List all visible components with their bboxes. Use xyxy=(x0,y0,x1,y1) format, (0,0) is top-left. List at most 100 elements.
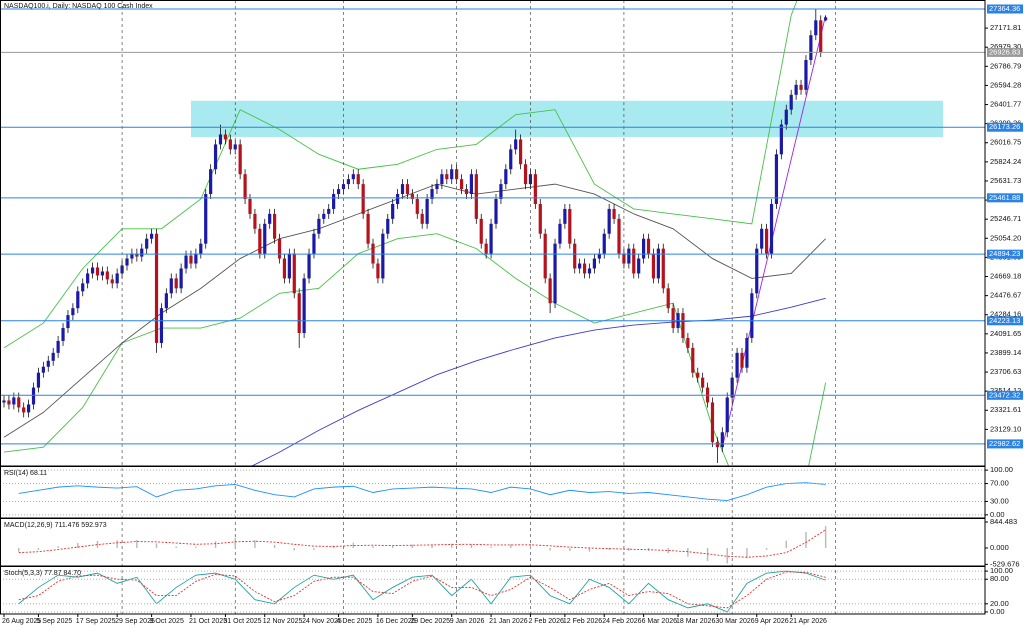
indicator-line xyxy=(18,482,826,502)
y-tick-label: 26401.77 xyxy=(990,100,1021,109)
candle-body xyxy=(578,263,582,269)
level-label: 27364.36 xyxy=(989,4,1020,13)
candle-body xyxy=(824,17,828,21)
candle-body xyxy=(760,228,764,249)
y-tick-label: 24476.67 xyxy=(990,291,1021,300)
candle-body xyxy=(573,243,577,269)
candle-body xyxy=(720,432,724,448)
candle-body xyxy=(302,278,306,333)
candle-body xyxy=(169,278,173,294)
x-tick-label: 18 Mar 2026 xyxy=(676,618,715,625)
candle-body xyxy=(789,94,793,110)
candle-body xyxy=(184,255,188,269)
candle-body xyxy=(602,233,606,254)
candle-body xyxy=(646,238,651,254)
candle-body xyxy=(489,223,493,254)
candle-body xyxy=(597,253,601,259)
level-label: 23472.32 xyxy=(989,390,1020,399)
candle-body xyxy=(238,144,242,175)
y-tick-label: 0.00 xyxy=(990,510,1005,519)
candle-body xyxy=(376,263,380,279)
candle-body xyxy=(504,169,508,185)
candle-body xyxy=(681,313,685,338)
candle-body xyxy=(637,258,641,274)
x-tick-label: 6 Mar 2026 xyxy=(642,618,678,625)
candle-body xyxy=(7,400,11,405)
candle-body xyxy=(528,174,533,185)
candle-body xyxy=(735,352,739,378)
candle-body xyxy=(159,308,164,343)
candle-body xyxy=(814,20,818,36)
candle-body xyxy=(435,184,439,190)
panel-title: MACD(12,26,9) 711.476 592.973 xyxy=(4,522,107,529)
candle-body xyxy=(27,404,31,413)
candle-body xyxy=(218,134,223,145)
candle-body xyxy=(100,271,104,276)
candle-body xyxy=(386,218,390,234)
candle-body xyxy=(523,164,528,185)
x-tick-label: 12 Feb 2026 xyxy=(563,618,602,625)
candle-body xyxy=(189,255,193,264)
candle-body xyxy=(617,218,621,254)
candle-body xyxy=(17,397,21,408)
indicator-line xyxy=(721,15,827,448)
candle-body xyxy=(150,233,154,239)
candle-body xyxy=(563,208,567,224)
candle-body xyxy=(543,233,547,279)
candle-body xyxy=(135,253,139,257)
candle-body xyxy=(627,248,631,264)
candle-body xyxy=(361,184,365,214)
candle-body xyxy=(174,278,178,289)
y-tick-label: 27171.81 xyxy=(990,23,1021,32)
candle-body xyxy=(332,194,336,209)
candle-body xyxy=(642,238,646,259)
candle-body xyxy=(656,248,660,279)
candle-body xyxy=(671,308,675,329)
y-tick-label: 844.483 xyxy=(990,517,1017,526)
candle-body xyxy=(740,352,744,368)
candle-body xyxy=(282,258,287,279)
x-tick-label: 24 Feb 2026 xyxy=(602,618,641,625)
level-label-bg xyxy=(987,47,1023,57)
candle-body xyxy=(51,352,55,361)
candle-body xyxy=(391,203,395,219)
candle-body xyxy=(81,283,85,292)
candle-body xyxy=(2,400,6,403)
y-tick-label: 100.00 xyxy=(990,566,1013,575)
x-tick-label: 24 Nov 2025 xyxy=(302,618,342,625)
x-tick-label: 30 Mar 2026 xyxy=(715,618,754,625)
candle-body xyxy=(105,271,109,280)
candle-body xyxy=(253,213,257,229)
indicator-line xyxy=(3,0,798,349)
x-tick-label: 29 Sep 2025 xyxy=(115,618,155,625)
candle-body xyxy=(110,279,114,284)
candle-body xyxy=(31,387,36,405)
level-label: 26173.26 xyxy=(989,122,1020,131)
candle-body xyxy=(351,174,355,180)
candle-body xyxy=(425,199,429,224)
candle-body xyxy=(592,258,596,269)
candle-body xyxy=(366,213,370,244)
candle-body xyxy=(125,258,129,266)
y-tick-label: 100.00 xyxy=(990,465,1013,474)
x-tick-label: 16 Dec 2025 xyxy=(376,618,416,625)
candle-body xyxy=(381,233,385,279)
candle-body xyxy=(479,218,483,244)
candle-body xyxy=(356,174,360,185)
candle-body xyxy=(686,337,690,348)
candle-body xyxy=(794,84,798,95)
candle-body xyxy=(199,243,203,254)
x-tick-label: 5 Sep 2025 xyxy=(36,618,72,625)
candle-body xyxy=(819,20,823,53)
x-tick-label: 21 Jan 2026 xyxy=(489,618,528,625)
candle-body xyxy=(553,243,557,304)
candle-body xyxy=(701,377,705,388)
y-tick-label: 26786.79 xyxy=(990,61,1021,70)
candle-body xyxy=(582,263,587,274)
y-tick-label: 23129.10 xyxy=(990,424,1021,433)
x-tick-label: 4 Dec 2025 xyxy=(337,618,373,625)
candle-body xyxy=(273,213,277,239)
candle-body xyxy=(587,268,592,274)
candle-body xyxy=(519,139,523,165)
